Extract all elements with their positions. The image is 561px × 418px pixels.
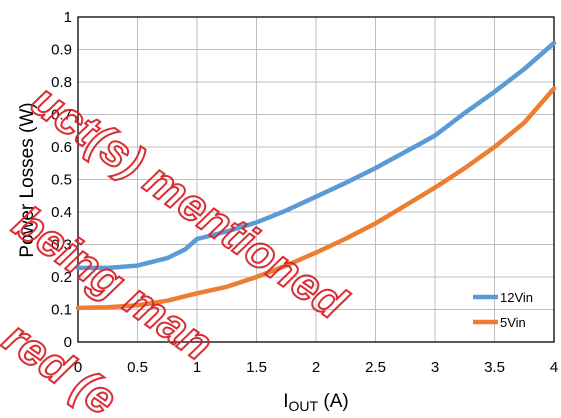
x-tick-label-1: 0.5 bbox=[127, 359, 148, 376]
y-tick-label-0: 0 bbox=[64, 334, 72, 351]
y-tick-label-8: 0.8 bbox=[51, 74, 72, 91]
y-tick-label-3: 0.3 bbox=[51, 237, 72, 254]
x-tick-label-8: 4 bbox=[550, 359, 558, 376]
legend-label-5vin: 5Vin bbox=[500, 315, 526, 330]
y-tick-label-7: 0.7 bbox=[51, 107, 72, 124]
y-tick-label-10: 1 bbox=[64, 9, 72, 26]
x-axis-title-unit: (A) bbox=[318, 391, 349, 412]
x-tick-label-3: 1.5 bbox=[246, 359, 267, 376]
x-tick-label-5: 2.5 bbox=[365, 359, 386, 376]
x-axis-title-subscript: OUT bbox=[289, 398, 319, 414]
y-tick-labels: 0 0.1 0.2 0.3 0.4 0.5 0.6 0.7 0.8 0.9 1 bbox=[51, 9, 72, 351]
x-tick-label-4: 2 bbox=[312, 359, 320, 376]
series-line-12vin bbox=[75, 40, 557, 271]
plot-frame bbox=[77, 16, 555, 343]
x-tick-label-7: 3.5 bbox=[484, 359, 505, 376]
x-tick-label-6: 3 bbox=[431, 359, 439, 376]
x-tick-label-0: 0 bbox=[74, 359, 82, 376]
y-tick-label-9: 0.9 bbox=[51, 42, 72, 59]
y-tick-label-1: 0.1 bbox=[51, 302, 72, 319]
x-tick-label-2: 1 bbox=[193, 359, 201, 376]
watermark: uct(s) mentioned being man red (e bbox=[0, 73, 357, 418]
grid bbox=[77, 16, 555, 343]
x-tick-labels: 0 0.5 1 1.5 2 2.5 3 3.5 4 bbox=[74, 359, 558, 376]
y-tick-label-2: 0.2 bbox=[51, 269, 72, 286]
x-axis-title-main: I bbox=[283, 391, 288, 412]
y-axis-title: Power Losses (W) bbox=[17, 102, 38, 257]
series-lines bbox=[75, 40, 557, 311]
x-axis-title: IOUT (A) bbox=[283, 391, 348, 414]
legend-label-12vin: 12Vin bbox=[500, 290, 533, 305]
y-tick-label-6: 0.6 bbox=[51, 139, 72, 156]
series-line-5vin bbox=[75, 86, 557, 311]
y-tick-label-5: 0.5 bbox=[51, 172, 72, 189]
legend: 12Vin 5Vin bbox=[473, 290, 533, 330]
y-tick-label-4: 0.4 bbox=[51, 204, 72, 221]
watermark-line-3: red (e bbox=[0, 311, 127, 418]
